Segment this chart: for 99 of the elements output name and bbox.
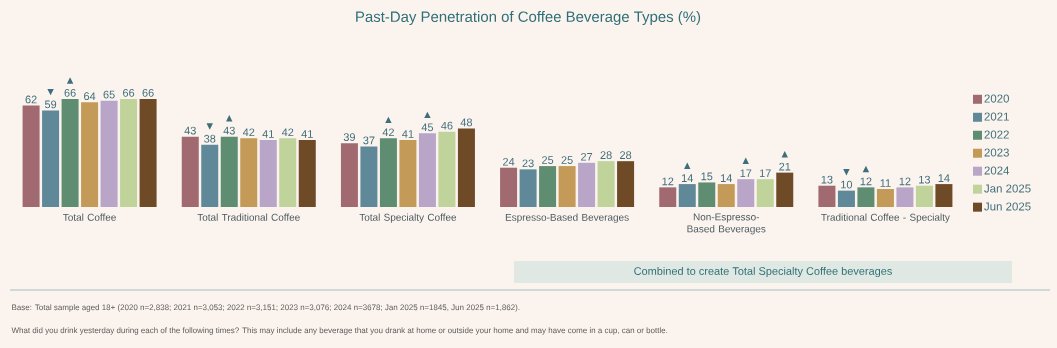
data-label: 14: [720, 174, 733, 182]
data-label: 48: [460, 118, 473, 127]
data-label: 12: [662, 177, 674, 186]
data-label: ▼ 10: [841, 169, 853, 189]
bar: [298, 139, 316, 207]
x-tick-label: Total Specialty Coffee: [359, 213, 457, 223]
bar: [61, 99, 79, 207]
bar: [399, 139, 417, 207]
data-label: 65: [103, 90, 115, 99]
bar: [837, 190, 855, 207]
legend-label: Jun 2025: [984, 202, 1031, 211]
legend-label: 2022: [984, 130, 1009, 139]
bar: [519, 169, 537, 207]
bar: [539, 166, 557, 207]
bar: [100, 100, 118, 207]
bar: [259, 139, 277, 207]
data-label: ▲ 12: [860, 165, 872, 186]
data-label: 37: [363, 136, 375, 145]
bar: [181, 136, 199, 207]
bar: [737, 179, 755, 207]
bar: [876, 189, 894, 207]
data-label: ▲ 14: [681, 162, 694, 182]
data-label: 66: [123, 89, 135, 97]
data-label: ▲ 21: [779, 151, 791, 171]
bar: [201, 144, 219, 207]
bar: [935, 184, 953, 207]
data-label: 13: [821, 175, 833, 184]
data-label: 42: [242, 128, 255, 137]
data-label: 15: [701, 172, 713, 181]
bar: [360, 146, 378, 207]
data-label: ▲ 66: [64, 77, 76, 97]
data-label: 28: [600, 151, 612, 159]
bar: [818, 185, 836, 207]
bar: [678, 184, 696, 207]
data-label: 41: [262, 130, 274, 138]
data-label: 11: [880, 179, 891, 187]
bar: [500, 167, 518, 207]
data-label: 24: [503, 157, 515, 166]
data-label: ▼ 38: [204, 123, 216, 143]
bar: [717, 184, 735, 207]
bar: [379, 138, 397, 207]
data-label: ▲ 17: [740, 157, 752, 177]
data-label: 13: [919, 175, 931, 184]
bar: [42, 110, 60, 207]
data-label: 41: [402, 130, 414, 138]
bar: [418, 133, 436, 207]
data-label: 46: [441, 121, 453, 130]
bar: [558, 166, 576, 207]
bar: [279, 138, 297, 207]
data-label: 17: [759, 169, 771, 177]
data-label: ▼ 59: [44, 88, 57, 109]
bar: [120, 99, 138, 207]
chart-title: Past-Day Penetration of Coffee Beverage Types (%): [356, 11, 701, 25]
data-label: 28: [620, 151, 632, 159]
bar: [578, 162, 596, 207]
data-label: 62: [25, 95, 37, 104]
legend-label: 2024: [984, 166, 1010, 175]
legend-label: 2023: [984, 148, 1009, 157]
bar: [698, 182, 716, 207]
data-label: 64: [84, 92, 96, 101]
bar: [857, 187, 875, 207]
data-label: 42: [281, 128, 294, 137]
data-label: ▲ 45: [421, 111, 434, 132]
data-label: 39: [343, 133, 355, 141]
data-label: 43: [184, 126, 196, 135]
x-tick-label: Total Traditional Coffee: [197, 213, 300, 221]
bar: [915, 185, 933, 207]
bar: [438, 131, 456, 207]
data-label: 25: [542, 156, 554, 164]
data-label: ▲ 43: [223, 114, 235, 135]
bar: [240, 138, 258, 207]
data-label: ▲ 42: [382, 116, 394, 137]
x-tick-label: Non-Espresso-Based Beverages: [687, 213, 766, 235]
bar: [22, 105, 40, 207]
bar: [776, 172, 794, 207]
x-tick-label: Total Coffee: [63, 213, 116, 221]
x-tick-label: Espresso-Based Beverages: [505, 213, 629, 223]
bar: [220, 136, 238, 207]
bar: [340, 143, 358, 207]
bar: [896, 187, 914, 207]
data-label: 25: [561, 156, 573, 164]
text: Combined to create Total Specialty Coffee beverages: [634, 266, 892, 278]
data-label: 66: [142, 89, 154, 97]
data-label: 27: [581, 152, 593, 161]
bar: [139, 99, 157, 207]
bar: [457, 128, 475, 207]
data-label: 23: [522, 159, 534, 168]
legend-label: 2020: [984, 94, 1009, 103]
bar: [597, 161, 615, 207]
bar: [617, 161, 635, 207]
legend-label: 2021: [984, 112, 1009, 121]
x-tick-label: Traditional Coffee - Specialty: [821, 213, 950, 223]
data-label: 41: [301, 130, 313, 138]
data-label: 14: [938, 174, 950, 182]
data-label: 12: [899, 177, 911, 186]
bar: [81, 102, 99, 207]
bar: [756, 179, 774, 207]
bar: [659, 187, 677, 207]
legend-label: Jan 2025: [984, 184, 1031, 193]
